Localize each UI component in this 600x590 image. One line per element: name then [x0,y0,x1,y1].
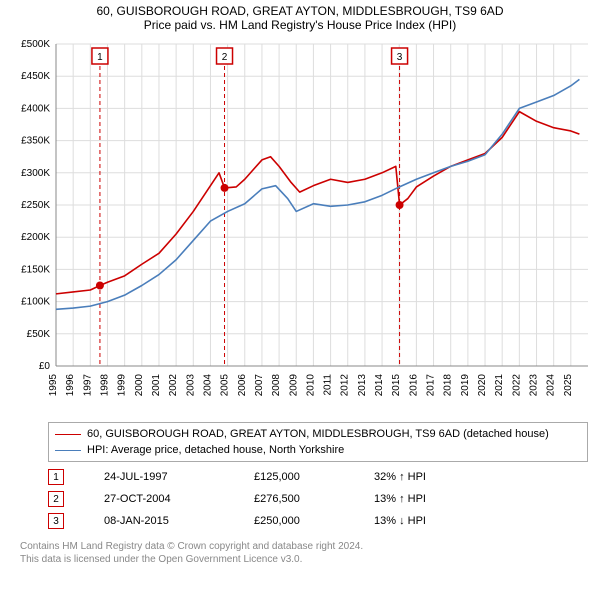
svg-text:£350K: £350K [21,136,50,147]
footer-line2: This data is licensed under the Open Gov… [20,553,592,566]
svg-text:1998: 1998 [99,374,110,397]
svg-text:2001: 2001 [151,374,162,397]
sales-table: 1 24-JUL-1997£125,00032% ↑ HPI 2 27-OCT-200… [48,466,588,532]
sale-diff: 32% ↑ HPI [374,471,494,483]
sale-price: £276,500 [254,493,374,505]
svg-text:2021: 2021 [494,374,505,397]
sale-marker: 3 [48,513,64,529]
footer: Contains HM Land Registry data © Crown c… [20,540,592,566]
sales-row: 1 24-JUL-1997£125,00032% ↑ HPI [48,466,588,488]
legend-label: HPI: Average price, detached house, Nort… [87,444,344,456]
svg-text:2019: 2019 [460,374,471,397]
svg-text:£50K: £50K [27,329,51,340]
legend-label: 60, GUISBOROUGH ROAD, GREAT AYTON, MIDDL… [87,428,549,440]
sale-diff: 13% ↑ HPI [374,493,494,505]
svg-text:2022: 2022 [511,374,522,397]
svg-text:2007: 2007 [254,374,265,397]
svg-text:£200K: £200K [21,232,50,243]
svg-text:£500K: £500K [21,39,50,50]
svg-text:2017: 2017 [426,374,437,397]
svg-text:2000: 2000 [134,374,145,397]
chart-svg: £0 £50K £100K £150K £200K £250K £300K £350K £400… [8,36,592,416]
svg-text:2012: 2012 [340,374,351,397]
legend-row: HPI: Average price, detached house, Nort… [55,442,581,458]
legend-line-swatch [55,434,81,435]
svg-text:2013: 2013 [357,374,368,397]
svg-text:£100K: £100K [21,297,50,308]
sale-date: 24-JUL-1997 [104,471,254,483]
title-address: 60, GUISBOROUGH ROAD, GREAT AYTON, MIDDL… [8,4,592,18]
svg-text:2005: 2005 [220,374,231,397]
sale-marker: 1 [48,469,64,485]
sale-marker: 2 [48,491,64,507]
sale-date: 08-JAN-2015 [104,515,254,527]
svg-text:2024: 2024 [546,374,557,397]
svg-text:£250K: £250K [21,200,50,211]
svg-text:£150K: £150K [21,264,50,275]
svg-text:2023: 2023 [529,374,540,397]
svg-text:2006: 2006 [237,374,248,397]
sales-row: 3 08-JAN-2015£250,00013% ↓ HPI [48,510,588,532]
svg-text:2018: 2018 [443,374,454,397]
svg-text:3: 3 [397,52,403,63]
svg-text:2020: 2020 [477,374,488,397]
svg-text:1995: 1995 [48,374,59,397]
sale-price: £125,000 [254,471,374,483]
legend-line-swatch [55,450,81,451]
chart-container: 60, GUISBOROUGH ROAD, GREAT AYTON, MIDDL… [0,0,600,570]
chart-area: £0 £50K £100K £150K £200K £250K £300K £350K £400… [8,36,592,416]
svg-text:£0: £0 [39,361,51,372]
svg-text:2003: 2003 [185,374,196,397]
svg-text:2011: 2011 [323,374,334,396]
svg-text:2016: 2016 [408,374,419,397]
svg-text:2002: 2002 [168,374,179,397]
svg-text:1996: 1996 [65,374,76,397]
svg-text:2009: 2009 [288,374,299,397]
svg-text:1999: 1999 [117,374,128,397]
sales-row: 2 27-OCT-2004£276,50013% ↑ HPI [48,488,588,510]
footer-line1: Contains HM Land Registry data © Crown c… [20,540,592,553]
title-block: 60, GUISBOROUGH ROAD, GREAT AYTON, MIDDL… [8,4,592,32]
svg-text:2025: 2025 [563,374,574,397]
svg-text:1997: 1997 [82,374,93,397]
svg-text:2: 2 [222,52,228,63]
svg-text:£450K: £450K [21,71,50,82]
svg-text:1: 1 [97,52,103,63]
title-subtitle: Price paid vs. HM Land Registry's House … [8,18,592,32]
svg-text:2010: 2010 [305,374,316,397]
svg-text:2014: 2014 [374,374,385,397]
svg-text:£400K: £400K [21,103,50,114]
svg-text:2008: 2008 [271,374,282,397]
legend-row: 60, GUISBOROUGH ROAD, GREAT AYTON, MIDDL… [55,426,581,442]
svg-text:2004: 2004 [202,374,213,397]
sale-diff: 13% ↓ HPI [374,515,494,527]
sale-price: £250,000 [254,515,374,527]
sale-date: 27-OCT-2004 [104,493,254,505]
legend-box: 60, GUISBOROUGH ROAD, GREAT AYTON, MIDDL… [48,422,588,462]
svg-text:2015: 2015 [391,374,402,397]
svg-text:£300K: £300K [21,168,50,179]
